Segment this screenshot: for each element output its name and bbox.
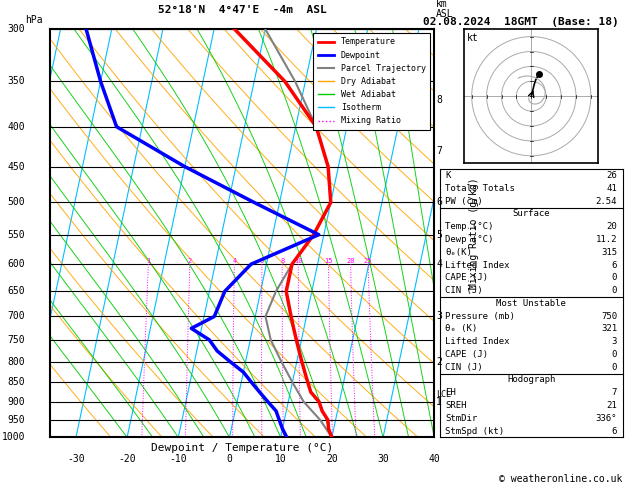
Text: 1000: 1000 bbox=[2, 433, 25, 442]
Text: 4: 4 bbox=[232, 258, 237, 264]
Text: 600: 600 bbox=[8, 259, 25, 269]
Text: 315: 315 bbox=[601, 248, 617, 257]
Text: hPa: hPa bbox=[25, 15, 43, 25]
Text: 0: 0 bbox=[226, 454, 232, 464]
Text: Most Unstable: Most Unstable bbox=[496, 299, 566, 308]
Text: 900: 900 bbox=[8, 397, 25, 407]
Text: 6: 6 bbox=[260, 258, 264, 264]
Text: 2.54: 2.54 bbox=[596, 197, 617, 206]
Text: 26: 26 bbox=[606, 171, 617, 180]
Text: 21: 21 bbox=[606, 401, 617, 410]
Text: 550: 550 bbox=[8, 230, 25, 240]
Text: StmDir: StmDir bbox=[445, 414, 477, 423]
Text: Lifted Index: Lifted Index bbox=[445, 337, 510, 346]
Text: 700: 700 bbox=[8, 312, 25, 321]
Text: 0: 0 bbox=[612, 273, 617, 282]
Text: Totals Totals: Totals Totals bbox=[445, 184, 515, 193]
Text: 5: 5 bbox=[436, 230, 442, 240]
Text: 3: 3 bbox=[612, 337, 617, 346]
Text: 02.08.2024  18GMT  (Base: 18): 02.08.2024 18GMT (Base: 18) bbox=[423, 17, 618, 27]
Text: Temp (°C): Temp (°C) bbox=[445, 222, 494, 231]
Text: 950: 950 bbox=[8, 415, 25, 425]
Text: 10: 10 bbox=[294, 258, 303, 264]
Text: 30: 30 bbox=[377, 454, 389, 464]
Text: © weatheronline.co.uk: © weatheronline.co.uk bbox=[499, 473, 623, 484]
Text: 0: 0 bbox=[612, 350, 617, 359]
Text: 0: 0 bbox=[612, 363, 617, 372]
Text: Surface: Surface bbox=[513, 209, 550, 218]
Text: 2: 2 bbox=[187, 258, 192, 264]
Text: StmSpd (kt): StmSpd (kt) bbox=[445, 427, 504, 435]
Text: 6: 6 bbox=[436, 197, 442, 208]
Text: 20: 20 bbox=[347, 258, 355, 264]
Text: 40: 40 bbox=[428, 454, 440, 464]
Text: 52°18'N  4°47'E  -4m  ASL: 52°18'N 4°47'E -4m ASL bbox=[158, 5, 326, 15]
Text: Hodograph: Hodograph bbox=[507, 376, 555, 384]
Text: 850: 850 bbox=[8, 377, 25, 387]
Legend: Temperature, Dewpoint, Parcel Trajectory, Dry Adiabat, Wet Adiabat, Isotherm, Mi: Temperature, Dewpoint, Parcel Trajectory… bbox=[313, 34, 430, 130]
Text: 2: 2 bbox=[436, 357, 442, 367]
Text: Dewp (°C): Dewp (°C) bbox=[445, 235, 494, 244]
Text: 20: 20 bbox=[326, 454, 338, 464]
Text: EH: EH bbox=[445, 388, 456, 397]
Text: 1: 1 bbox=[147, 258, 150, 264]
Text: 336°: 336° bbox=[596, 414, 617, 423]
Text: CIN (J): CIN (J) bbox=[445, 286, 483, 295]
Text: kt: kt bbox=[467, 33, 479, 43]
Text: 350: 350 bbox=[8, 76, 25, 87]
Text: PW (cm): PW (cm) bbox=[445, 197, 483, 206]
Text: 11.2: 11.2 bbox=[596, 235, 617, 244]
Text: 4: 4 bbox=[436, 259, 442, 269]
Text: -30: -30 bbox=[67, 454, 85, 464]
Text: K: K bbox=[445, 171, 451, 180]
Text: 3: 3 bbox=[436, 312, 442, 321]
Text: 500: 500 bbox=[8, 197, 25, 208]
Text: 750: 750 bbox=[601, 312, 617, 321]
Text: 0: 0 bbox=[612, 286, 617, 295]
Text: 750: 750 bbox=[8, 335, 25, 345]
Text: LCL: LCL bbox=[436, 390, 451, 399]
Text: 800: 800 bbox=[8, 357, 25, 367]
Text: km
ASL: km ASL bbox=[436, 0, 454, 19]
Text: CAPE (J): CAPE (J) bbox=[445, 350, 488, 359]
Text: CAPE (J): CAPE (J) bbox=[445, 273, 488, 282]
Text: 6: 6 bbox=[612, 427, 617, 435]
Text: 15: 15 bbox=[324, 258, 333, 264]
Text: 25: 25 bbox=[364, 258, 372, 264]
Text: 450: 450 bbox=[8, 162, 25, 172]
Text: 8: 8 bbox=[280, 258, 284, 264]
Text: 321: 321 bbox=[601, 324, 617, 333]
Text: 7: 7 bbox=[612, 388, 617, 397]
Text: SREH: SREH bbox=[445, 401, 467, 410]
Text: 1: 1 bbox=[436, 397, 442, 407]
Text: 41: 41 bbox=[606, 184, 617, 193]
Text: 7: 7 bbox=[436, 146, 442, 156]
Text: -20: -20 bbox=[118, 454, 136, 464]
Text: -10: -10 bbox=[169, 454, 187, 464]
X-axis label: Dewpoint / Temperature (°C): Dewpoint / Temperature (°C) bbox=[151, 443, 333, 453]
Text: 20: 20 bbox=[606, 222, 617, 231]
Text: CIN (J): CIN (J) bbox=[445, 363, 483, 372]
Text: Mixing Ratio (g/kg): Mixing Ratio (g/kg) bbox=[469, 177, 479, 289]
Text: 6: 6 bbox=[612, 260, 617, 270]
Text: Lifted Index: Lifted Index bbox=[445, 260, 510, 270]
Text: 400: 400 bbox=[8, 122, 25, 132]
Text: 8: 8 bbox=[436, 95, 442, 105]
Text: θₑ (K): θₑ (K) bbox=[445, 324, 477, 333]
Text: 10: 10 bbox=[275, 454, 287, 464]
Text: θₑ(K): θₑ(K) bbox=[445, 248, 472, 257]
Text: 300: 300 bbox=[8, 24, 25, 34]
Text: Pressure (mb): Pressure (mb) bbox=[445, 312, 515, 321]
Text: 650: 650 bbox=[8, 286, 25, 296]
